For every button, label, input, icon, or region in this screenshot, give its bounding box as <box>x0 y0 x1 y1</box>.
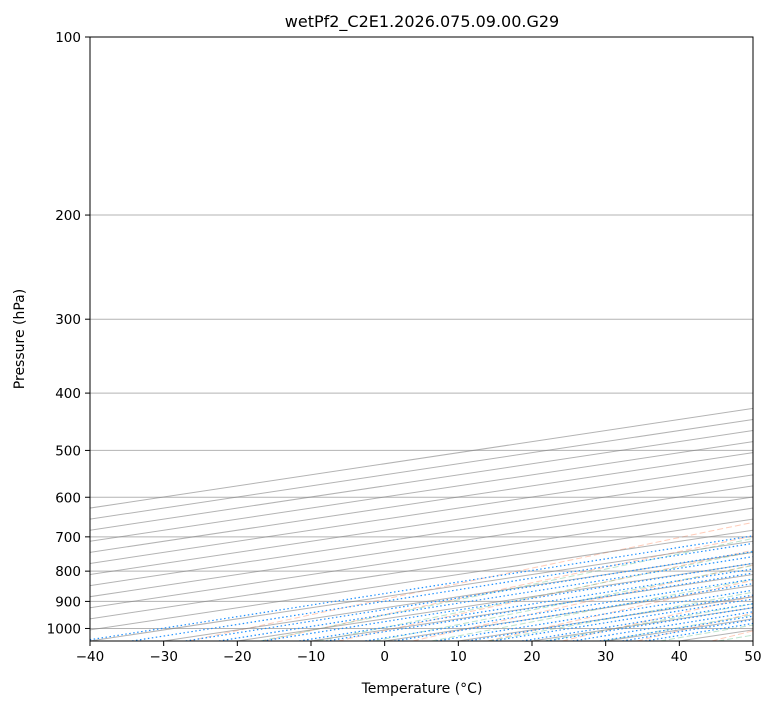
dry-adiabat-line <box>562 595 753 641</box>
x-tick-label: 30 <box>597 649 614 665</box>
mixing-ratio-line <box>365 578 753 641</box>
isotherm-line <box>90 452 753 553</box>
x-tick-label: −20 <box>223 649 252 665</box>
isotherm-line <box>90 485 753 587</box>
x-tick-label: 20 <box>523 649 540 665</box>
mixing-ratio-line <box>436 589 753 641</box>
x-axis-label: Temperature (°C) <box>361 681 483 697</box>
isotherm-line <box>90 518 753 620</box>
y-tick-label: 300 <box>55 312 81 328</box>
x-tick-label: 50 <box>744 649 761 665</box>
isotherm-line <box>90 507 753 609</box>
isotherm-line <box>90 463 753 564</box>
y-tick-label: 400 <box>55 386 81 402</box>
x-tick-label: 40 <box>671 649 688 665</box>
x-tick-label: −40 <box>76 649 105 665</box>
x-tick-label: −30 <box>149 649 178 665</box>
plot-frame <box>89 36 754 642</box>
y-tick-label: 900 <box>55 594 81 610</box>
y-tick-label: 500 <box>55 443 81 459</box>
y-tick-label: 200 <box>55 208 81 224</box>
dry-adiabat-line <box>412 564 753 641</box>
y-tick-label: 1000 <box>47 622 81 638</box>
moist-adiabat-line <box>487 591 753 641</box>
chart-title: wetPf2_C2E1.2026.075.09.00.G29 <box>285 12 559 32</box>
y-axis-label: Pressure (hPa) <box>12 289 28 389</box>
y-axis: 100 200 300 400 500 600 700 800 900 1000 <box>47 30 90 638</box>
isotherm-line <box>90 496 753 598</box>
x-tick-label: 10 <box>450 649 467 665</box>
x-tick-label: −10 <box>297 649 326 665</box>
isotherm-line <box>90 529 753 631</box>
y-tick-label: 100 <box>55 30 81 46</box>
isotherm-line <box>90 474 753 576</box>
moist-adiabat-line <box>431 578 753 641</box>
moist-adiabat-line <box>317 551 753 641</box>
mixing-ratio-line <box>394 583 753 641</box>
x-tick-label: 0 <box>380 649 389 665</box>
y-tick-label: 600 <box>55 490 81 506</box>
x-axis: −40 −30 −20 −10 0 10 20 30 40 50 <box>76 641 762 665</box>
plot-area: 0.10.20.40.611.52346810131620253036-100-… <box>90 37 753 641</box>
y-tick-label: 800 <box>55 564 81 580</box>
mixing-ratio-line <box>325 572 753 641</box>
mixing-ratio-line <box>185 550 753 641</box>
dry-adiabat-line <box>188 521 753 641</box>
isotherm-line <box>90 441 753 542</box>
y-tick-label: 700 <box>55 530 81 546</box>
